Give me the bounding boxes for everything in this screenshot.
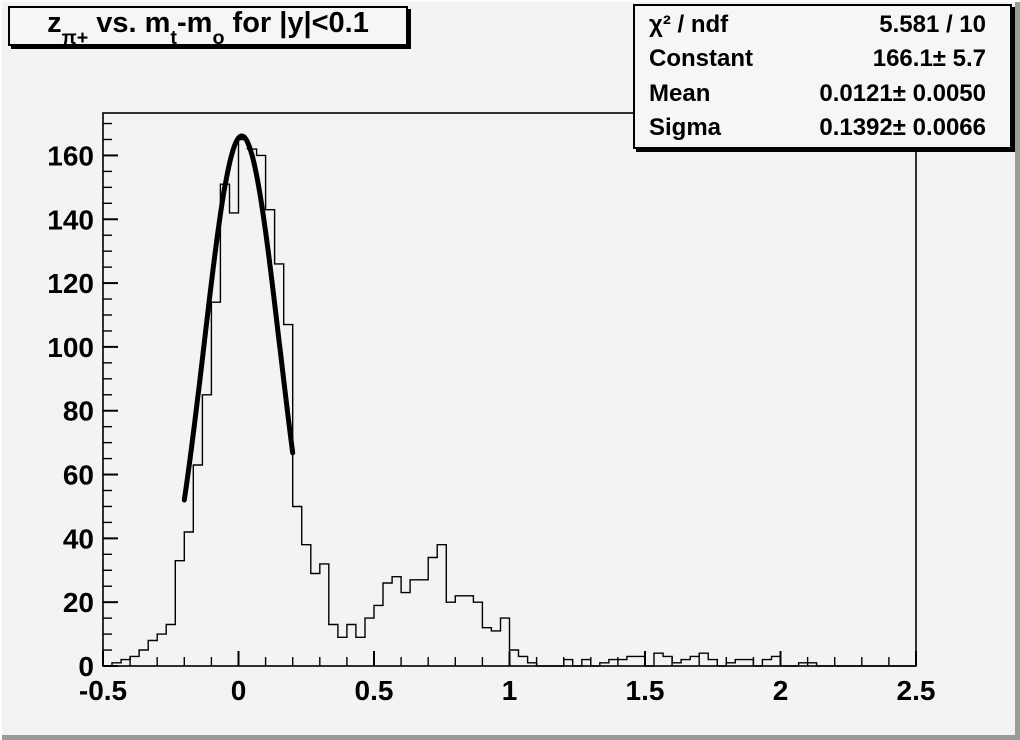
y-axis-tick-label: 20	[63, 587, 94, 618]
stats-row-mean: Mean 0.0121± 0.0050	[635, 80, 1010, 108]
stats-row-constant: Constant 166.1± 5.7	[635, 45, 1010, 73]
y-axis-tick-label: 40	[63, 523, 94, 554]
y-axis-tick-label: 60	[63, 460, 94, 491]
histogram-outline	[103, 138, 916, 667]
x-axis-tick-label: 1.5	[626, 675, 665, 706]
y-axis-tick-label: 100	[47, 332, 94, 363]
stats-value: 0.0121± 0.0050	[819, 79, 986, 107]
y-axis-tick-label: 80	[63, 396, 94, 427]
plot-title-text: zπ+ vs. mt-mo for |y|<0.1	[47, 7, 369, 49]
y-axis-tick-label: 0	[78, 651, 94, 682]
x-axis-tick-label: -0.5	[79, 675, 127, 706]
stats-row-sigma: Sigma 0.1392± 0.0066	[635, 114, 1010, 142]
stats-label: χ² / ndf	[649, 11, 729, 39]
stats-label: Constant	[649, 45, 753, 73]
stats-label: Mean	[649, 79, 711, 107]
stats-value: 0.1392± 0.0066	[819, 113, 986, 141]
fit-stats-box[interactable]: χ² / ndf 5.581 / 10 Constant 166.1± 5.7 …	[633, 4, 1012, 149]
stats-row-chi2: χ² / ndf 5.581 / 10	[635, 11, 1010, 39]
x-axis-tick-label: 2	[773, 675, 789, 706]
y-axis-tick-label: 140	[47, 204, 94, 235]
x-axis-tick-label: 0	[231, 675, 247, 706]
stats-value: 166.1± 5.7	[872, 45, 986, 73]
y-axis-tick-label: 120	[47, 268, 94, 299]
x-axis-tick-label: 2.5	[897, 675, 936, 706]
x-axis-tick-label: 0.5	[355, 675, 394, 706]
stats-value: 5.581 / 10	[879, 11, 986, 39]
gaussian-fit-curve	[181, 133, 296, 503]
x-axis-tick-label: 1	[502, 675, 518, 706]
y-axis-tick-label: 160	[47, 140, 94, 171]
plot-title-box[interactable]: zπ+ vs. mt-mo for |y|<0.1	[8, 6, 408, 49]
stats-label: Sigma	[649, 113, 722, 141]
